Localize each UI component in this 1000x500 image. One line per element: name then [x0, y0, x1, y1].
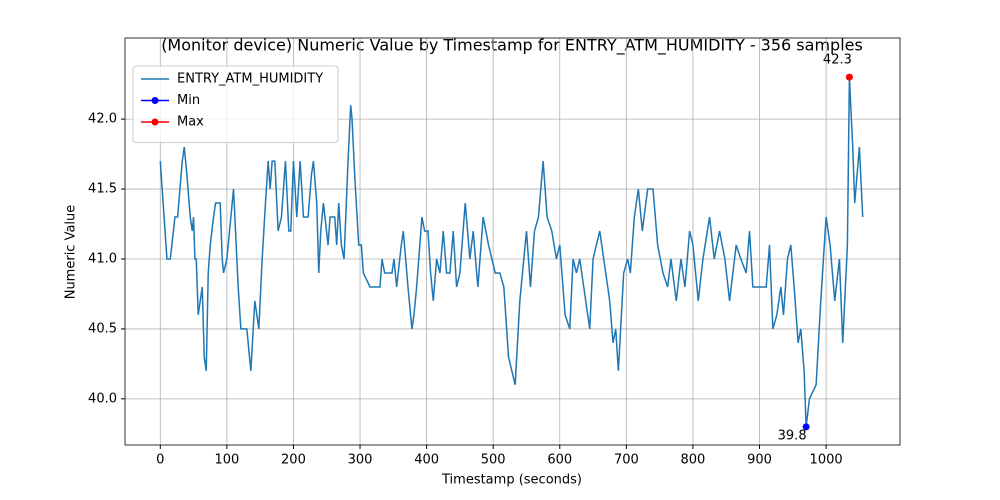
- chart-title: (Monitor device) Numeric Value by Timest…: [161, 36, 863, 56]
- legend-label: ENTRY_ATM_HUMIDITY: [177, 72, 323, 87]
- x-tick-label: 400: [414, 453, 439, 468]
- x-axis-label: Timestamp (seconds): [441, 473, 582, 488]
- x-tick-label: 900: [747, 453, 772, 468]
- y-tick-label: 42.0: [88, 112, 117, 127]
- legend-label: Min: [177, 93, 200, 108]
- data-line: [159, 77, 864, 427]
- extreme-marker: [845, 73, 853, 81]
- plot-frame: [124, 37, 901, 446]
- y-axis-label: Numeric Value: [64, 205, 79, 300]
- y-tick-label: 41.0: [88, 251, 117, 266]
- legend-label: Max: [177, 115, 204, 130]
- y-tick-label: 40.5: [88, 321, 117, 336]
- x-tick-label: 700: [614, 453, 639, 468]
- y-tick-label: 41.5: [88, 182, 117, 197]
- x-tick-label: 0: [156, 453, 164, 468]
- legend-swatch-marker: [151, 97, 159, 104]
- value-label: 39.8: [778, 428, 807, 443]
- x-tick-label: 600: [547, 453, 572, 468]
- legend-swatch-marker: [151, 118, 159, 126]
- extreme-marker: [802, 423, 810, 431]
- x-tick-label: 1000: [810, 453, 843, 468]
- y-tick-label: 40.0: [88, 391, 117, 406]
- x-tick-label: 300: [348, 453, 373, 468]
- x-tick-label: 100: [214, 453, 239, 468]
- x-tick-label: 800: [681, 453, 706, 468]
- legend-box: [132, 65, 339, 143]
- x-tick-label: 200: [281, 453, 306, 468]
- x-tick-label: 500: [481, 453, 506, 468]
- value-label: 42.3: [823, 53, 852, 68]
